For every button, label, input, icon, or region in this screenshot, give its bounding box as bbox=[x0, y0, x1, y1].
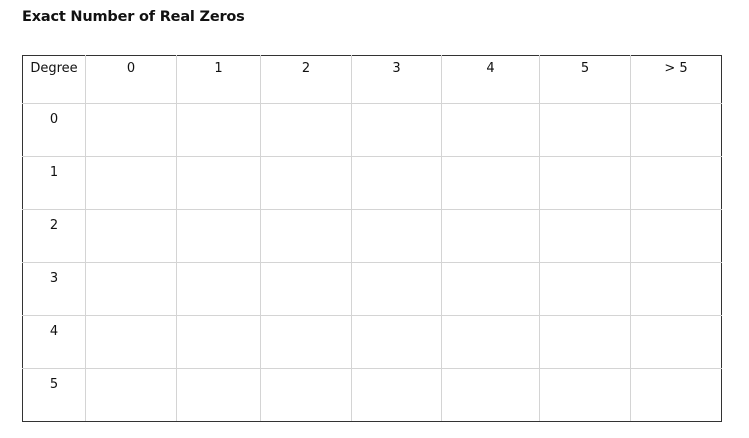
table-cell[interactable] bbox=[85, 368, 177, 422]
table-cell[interactable] bbox=[260, 209, 352, 263]
table-cell[interactable] bbox=[539, 209, 631, 263]
degree-cell: 5 bbox=[22, 368, 86, 422]
table-cell[interactable] bbox=[441, 156, 540, 210]
header-zeros-2: 1 bbox=[176, 55, 261, 104]
table-row: 4 bbox=[22, 315, 722, 369]
header-row: Degree 0 1 2 3 4 5 > 5 bbox=[22, 55, 722, 104]
table-cell[interactable] bbox=[630, 103, 722, 157]
table-cell[interactable] bbox=[85, 103, 177, 157]
table-cell[interactable] bbox=[176, 209, 261, 263]
table-cell[interactable] bbox=[176, 315, 261, 369]
header-zeros-1: 0 bbox=[85, 55, 177, 104]
table-cell[interactable] bbox=[351, 262, 442, 316]
table-row: 0 bbox=[22, 103, 722, 157]
table-cell[interactable] bbox=[539, 315, 631, 369]
table-cell[interactable] bbox=[351, 315, 442, 369]
table-cell[interactable] bbox=[176, 262, 261, 316]
header-zeros-6: 5 bbox=[539, 55, 631, 104]
table-cell[interactable] bbox=[85, 315, 177, 369]
table-cell[interactable] bbox=[441, 368, 540, 422]
table-cell[interactable] bbox=[351, 156, 442, 210]
table-cell[interactable] bbox=[176, 368, 261, 422]
header-zeros-7: > 5 bbox=[630, 55, 722, 104]
table-row: 5 bbox=[22, 368, 722, 422]
table-cell[interactable] bbox=[630, 368, 722, 422]
table-cell[interactable] bbox=[630, 156, 722, 210]
table-cell[interactable] bbox=[85, 209, 177, 263]
table-row: 2 bbox=[22, 209, 722, 263]
table-cell[interactable] bbox=[260, 315, 352, 369]
header-zeros-3: 2 bbox=[260, 55, 352, 104]
table-cell[interactable] bbox=[539, 156, 631, 210]
table-cell[interactable] bbox=[630, 315, 722, 369]
table-cell[interactable] bbox=[630, 209, 722, 263]
page-title: Exact Number of Real Zeros bbox=[22, 9, 245, 25]
table-cell[interactable] bbox=[260, 156, 352, 210]
table-cell[interactable] bbox=[351, 103, 442, 157]
degree-cell: 0 bbox=[22, 103, 86, 157]
degree-cell: 4 bbox=[22, 315, 86, 369]
table-cell[interactable] bbox=[441, 209, 540, 263]
table-cell[interactable] bbox=[176, 156, 261, 210]
table-row: 3 bbox=[22, 262, 722, 316]
table-row: 1 bbox=[22, 156, 722, 210]
degree-cell: 3 bbox=[22, 262, 86, 316]
table-cell[interactable] bbox=[630, 262, 722, 316]
table-cell[interactable] bbox=[441, 103, 540, 157]
table-cell[interactable] bbox=[539, 103, 631, 157]
table-cell[interactable] bbox=[260, 103, 352, 157]
table-cell[interactable] bbox=[85, 156, 177, 210]
table-cell[interactable] bbox=[351, 368, 442, 422]
degree-cell: 2 bbox=[22, 209, 86, 263]
header-degree: Degree bbox=[22, 55, 86, 104]
table-cell[interactable] bbox=[441, 315, 540, 369]
header-zeros-4: 3 bbox=[351, 55, 442, 104]
table-cell[interactable] bbox=[539, 368, 631, 422]
header-zeros-5: 4 bbox=[441, 55, 540, 104]
degree-cell: 1 bbox=[22, 156, 86, 210]
table-cell[interactable] bbox=[441, 262, 540, 316]
table-cell[interactable] bbox=[260, 262, 352, 316]
table-cell[interactable] bbox=[351, 209, 442, 263]
table-cell[interactable] bbox=[85, 262, 177, 316]
table-cell[interactable] bbox=[260, 368, 352, 422]
table-cell[interactable] bbox=[176, 103, 261, 157]
table-cell[interactable] bbox=[539, 262, 631, 316]
